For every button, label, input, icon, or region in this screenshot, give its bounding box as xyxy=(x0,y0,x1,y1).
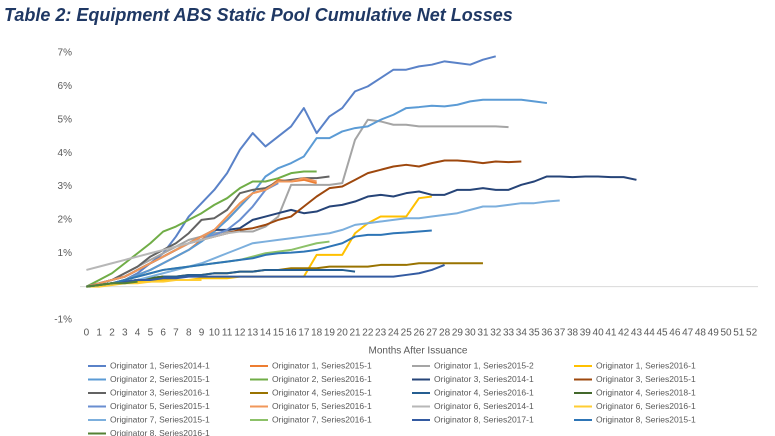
x-tick-label: 39 xyxy=(580,328,592,339)
x-tick-label: 30 xyxy=(465,328,477,339)
series-line xyxy=(86,280,138,288)
x-tick-label: 7 xyxy=(173,328,179,339)
legend-label: Originator 3, Series2016-1 xyxy=(110,387,210,397)
x-tick-label: 12 xyxy=(234,328,246,339)
x-tick-label: 52 xyxy=(746,328,758,339)
series-line xyxy=(85,170,317,288)
legend-label: Originator 1, Series2015-2 xyxy=(434,360,534,370)
legend-label: Originator 8, Series2016-1 xyxy=(110,428,210,436)
legend-label: Originator 4, Series2018-1 xyxy=(596,387,696,397)
x-tick-label: 46 xyxy=(669,328,681,339)
legend-label: Originator 7, Series2015-1 xyxy=(110,414,210,424)
x-tick-label: 41 xyxy=(605,328,617,339)
legend-label: Originator 3, Series2015-1 xyxy=(596,374,696,384)
x-tick-label: 6 xyxy=(160,328,166,339)
series-line xyxy=(86,230,241,271)
x-tick-label: 4 xyxy=(135,328,141,339)
x-tick-label: 36 xyxy=(541,328,553,339)
legend-label: Originator 4, Series2016-1 xyxy=(434,387,534,397)
x-tick-label: 9 xyxy=(199,328,205,339)
x-tick-label: 17 xyxy=(298,328,310,339)
legend-label: Originator 8, Series2017-1 xyxy=(434,414,534,424)
x-tick-label: 32 xyxy=(490,328,502,339)
legend-label: Originator 5, Series2016-1 xyxy=(272,401,372,411)
legend-label: Originator 3, Series2014-1 xyxy=(434,374,534,384)
x-tick-label: 1 xyxy=(96,328,102,339)
y-tick-label: -1% xyxy=(54,315,72,326)
legend-label: Originator 1, Series2016-1 xyxy=(596,360,696,370)
series-line xyxy=(86,199,560,288)
x-tick-label: 25 xyxy=(401,328,413,339)
x-tick-label: 40 xyxy=(593,328,605,339)
x-tick-label: 5 xyxy=(148,328,154,339)
legend-label: Originator 6, Series2016-1 xyxy=(596,401,696,411)
legend-label: Originator 2, Series2016-1 xyxy=(272,374,372,384)
legend-label: Originator 1, Series2014-1 xyxy=(110,360,210,370)
x-tick-label: 45 xyxy=(656,328,668,339)
series-line xyxy=(86,118,509,288)
x-tick-label: 0 xyxy=(84,328,90,339)
x-tick-label: 22 xyxy=(362,328,374,339)
y-tick-label: 3% xyxy=(58,181,73,192)
x-tick-label: 44 xyxy=(644,328,656,339)
y-tick-label: 1% xyxy=(58,248,73,259)
y-tick-label: 4% xyxy=(58,148,73,159)
x-tick-label: 29 xyxy=(452,328,464,339)
y-tick-label: 6% xyxy=(58,81,73,92)
x-tick-label: 49 xyxy=(708,328,720,339)
x-tick-label: 11 xyxy=(222,328,233,339)
x-tick-label: 3 xyxy=(122,328,128,339)
x-tick-label: 37 xyxy=(554,328,566,339)
x-tick-label: 35 xyxy=(529,328,541,339)
x-tick-label: 38 xyxy=(567,328,579,339)
x-tick-label: 27 xyxy=(426,328,438,339)
series-line xyxy=(86,177,317,288)
x-tick-label: 15 xyxy=(273,328,285,339)
x-tick-label: 19 xyxy=(324,328,336,339)
x-tick-label: 26 xyxy=(413,328,425,339)
x-tick-label: 18 xyxy=(311,328,323,339)
x-tick-label: 47 xyxy=(682,328,694,339)
legend: Originator 1, Series2014-1 Originator 1, … xyxy=(88,360,696,436)
y-tick-label: 5% xyxy=(58,114,73,125)
x-tick-label: 23 xyxy=(375,328,387,339)
series-line xyxy=(86,278,202,288)
x-tick-label: 16 xyxy=(286,328,298,339)
x-tick-label: 14 xyxy=(260,328,272,339)
series-line xyxy=(86,263,445,288)
x-tick-label: 42 xyxy=(618,328,630,339)
x-tick-label: 51 xyxy=(733,328,745,339)
x-tick-label: 28 xyxy=(439,328,451,339)
legend-label: Originator 2, Series2015-1 xyxy=(110,374,210,384)
x-tick-label: 34 xyxy=(516,328,528,339)
y-tick-label: 2% xyxy=(58,215,73,226)
legend-label: Originator 5, Series2015-1 xyxy=(110,401,210,411)
series-line xyxy=(86,175,330,288)
x-tick-label: 2 xyxy=(109,328,115,339)
legend-label: Originator 6, Series2014-1 xyxy=(434,401,534,411)
x-tick-label: 10 xyxy=(209,328,221,339)
x-tick-label: 21 xyxy=(349,328,361,339)
chart-title: Table 2: Equipment ABS Static Pool Cumul… xyxy=(4,5,513,25)
x-tick-label: 33 xyxy=(503,328,515,339)
legend-label: Originator 4, Series2015-1 xyxy=(272,387,372,397)
legend-label: Originator 7, Series2016-1 xyxy=(272,414,372,424)
x-tick-label: 24 xyxy=(388,328,400,339)
series-line xyxy=(86,229,432,288)
x-axis-label: Months After Issuance xyxy=(369,346,468,357)
x-tick-label: 31 xyxy=(477,328,489,339)
x-tick-label: 8 xyxy=(186,328,192,339)
legend-label: Originator 8, Series2015-1 xyxy=(596,414,696,424)
x-tick-label: 48 xyxy=(695,328,707,339)
x-tick-label: 50 xyxy=(720,328,732,339)
x-tick-label: 20 xyxy=(337,328,349,339)
y-tick-label: 7% xyxy=(58,48,73,59)
series-line xyxy=(86,98,548,288)
x-tick-label: 43 xyxy=(631,328,643,339)
x-tick-label: 13 xyxy=(247,328,259,339)
legend-label: Originator 1, Series2015-1 xyxy=(272,360,372,370)
